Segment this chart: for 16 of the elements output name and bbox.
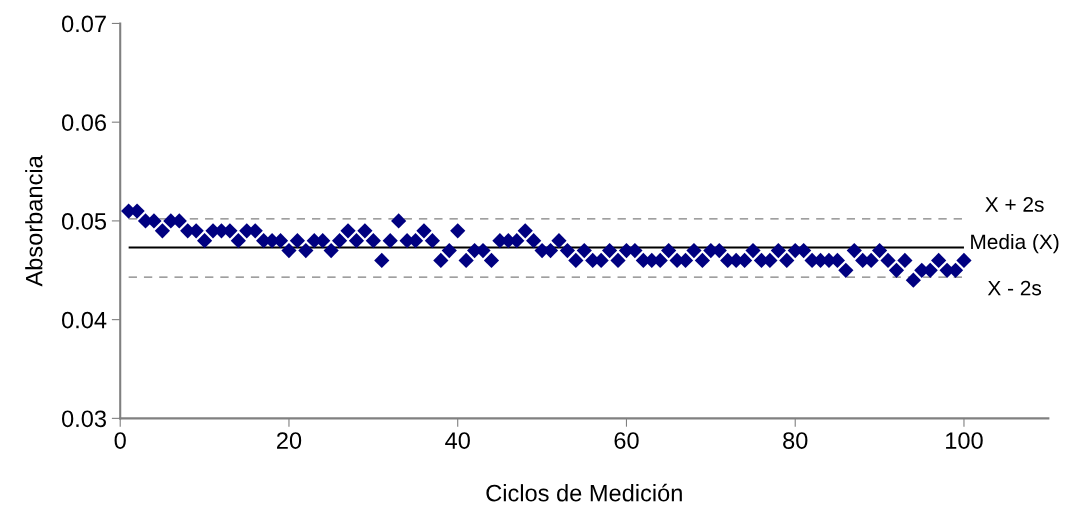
ref-line-label: X + 2s bbox=[985, 197, 1044, 212]
ref-line-label: X - 2s bbox=[987, 280, 1042, 296]
y-tick-label: 0.07 bbox=[61, 15, 106, 33]
x-tick-label: 60 bbox=[614, 432, 639, 449]
x-tick-label: 80 bbox=[783, 432, 808, 449]
y-tick-label: 0.06 bbox=[61, 114, 106, 131]
x-tick-label: 40 bbox=[445, 432, 470, 449]
x-tick-label: 20 bbox=[277, 432, 302, 449]
ref-line-label: Media (X) bbox=[971, 233, 1059, 254]
y-tick-label: 0.04 bbox=[61, 311, 107, 329]
y-axis-title: Absorbancia bbox=[25, 155, 43, 287]
x-tick-label: 0 bbox=[114, 432, 126, 449]
y-tick-label: 0.05 bbox=[61, 212, 107, 230]
y-tick-label: 0.03 bbox=[61, 410, 106, 428]
x-tick-label: 100 bbox=[946, 432, 983, 449]
x-axis-title: Ciclos de Medición bbox=[486, 483, 682, 502]
